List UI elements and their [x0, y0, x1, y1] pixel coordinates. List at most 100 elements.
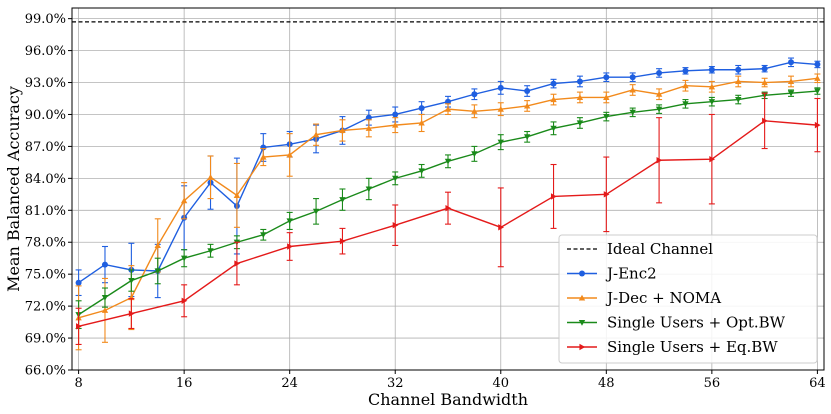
x-tick-label: 32 — [387, 376, 404, 391]
data-point — [392, 222, 399, 229]
data-point — [655, 91, 663, 97]
data-point — [735, 78, 742, 85]
data-point — [418, 168, 425, 175]
y-tick-label: 93.0% — [25, 76, 66, 91]
data-point — [576, 78, 583, 85]
data-point — [708, 83, 716, 90]
y-tick-label: 81.0% — [25, 204, 66, 219]
data-point — [128, 278, 135, 284]
data-point — [788, 59, 795, 66]
data-point — [101, 307, 109, 313]
legend-marker — [578, 294, 586, 301]
data-point — [761, 79, 768, 86]
data-point — [287, 243, 293, 250]
data-point — [445, 204, 452, 212]
x-tick-label: 56 — [704, 376, 721, 391]
data-point — [762, 117, 768, 125]
x-axis-title: Channel Bandwidth — [368, 390, 528, 409]
x-tick-label: 64 — [809, 376, 826, 391]
data-point — [312, 208, 320, 215]
data-point — [471, 151, 478, 158]
x-tick-label: 8 — [74, 376, 82, 391]
data-point — [392, 111, 399, 118]
data-point — [523, 134, 531, 141]
data-point — [234, 260, 241, 267]
y-tick-label: 96.0% — [25, 44, 66, 59]
data-point — [392, 121, 399, 128]
data-point — [445, 98, 451, 105]
y-tick-label: 69.0% — [25, 332, 66, 347]
data-point — [180, 255, 188, 262]
legend-marker — [579, 270, 585, 277]
data-point — [682, 82, 689, 89]
data-point — [365, 114, 372, 121]
data-point — [655, 106, 663, 113]
data-point — [814, 121, 821, 129]
data-point — [576, 94, 584, 100]
data-point — [471, 108, 478, 114]
data-point — [497, 139, 504, 146]
data-point — [312, 131, 320, 138]
series-1 — [75, 73, 821, 351]
data-point — [629, 86, 636, 93]
legend-marker — [579, 343, 586, 351]
data-point — [550, 80, 557, 87]
data-point — [444, 158, 452, 165]
data-point — [814, 88, 821, 95]
legend-label: J-Enc2 — [605, 265, 657, 283]
data-point — [471, 91, 478, 98]
legend-label: Ideal Channel — [607, 240, 713, 258]
series-3 — [75, 92, 821, 345]
data-point — [629, 109, 636, 116]
data-point — [576, 120, 584, 127]
data-point — [365, 186, 373, 193]
data-point — [392, 175, 399, 182]
x-tick-label: 48 — [598, 376, 615, 391]
data-point — [708, 66, 715, 73]
legend-label: Single Users + Eq.BW — [607, 338, 778, 356]
axis-ticks: 8 16 24 32 40 48 56 64 66.0% 69.0% 72.0% 75.0% 78.0%… — [25, 12, 826, 391]
data-point — [682, 67, 689, 74]
data-point — [101, 261, 108, 268]
data-point — [207, 248, 214, 254]
data-point — [603, 74, 610, 81]
data-point — [181, 297, 188, 304]
data-point — [682, 101, 689, 108]
data-point — [603, 191, 610, 198]
data-point — [75, 279, 82, 286]
x-tick-label: 24 — [281, 376, 298, 391]
data-point — [656, 69, 663, 76]
plot-area — [72, 21, 824, 351]
series-2 — [75, 87, 821, 330]
data-point — [339, 237, 346, 245]
data-point — [76, 323, 82, 330]
y-tick-label: 75.0% — [25, 268, 66, 283]
data-point — [656, 157, 663, 164]
data-point — [550, 125, 557, 132]
data-point — [444, 105, 452, 112]
data-point — [814, 61, 821, 68]
data-point — [154, 242, 161, 248]
legend: Ideal Channel J-Enc2 J-Dec + NOMA Single Us… — [558, 234, 818, 364]
data-point — [418, 105, 425, 112]
data-point — [629, 74, 636, 81]
y-tick-label: 78.0% — [25, 236, 66, 251]
y-axis-title: Mean Balanced Accuracy — [4, 86, 23, 292]
x-tick-label: 40 — [492, 376, 509, 391]
data-point — [286, 218, 293, 225]
legend-label: J-Dec + NOMA — [605, 289, 721, 307]
data-point — [550, 193, 557, 200]
data-point — [365, 125, 373, 131]
y-tick-label: 99.0% — [25, 12, 66, 27]
y-tick-label: 90.0% — [25, 108, 66, 123]
data-point — [735, 97, 742, 103]
data-point — [418, 119, 425, 126]
data-point — [735, 66, 742, 73]
data-point — [128, 310, 135, 317]
data-point — [603, 94, 610, 100]
data-point — [497, 84, 504, 91]
data-point — [814, 75, 821, 81]
data-point — [603, 114, 610, 120]
data-point — [497, 105, 504, 112]
